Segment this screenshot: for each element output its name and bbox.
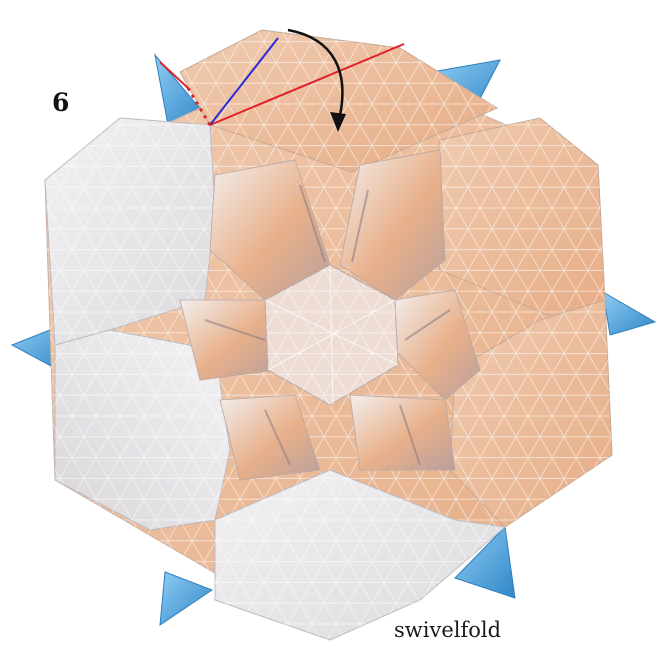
outer-flaps xyxy=(44,29,613,641)
fold-arrow-icon xyxy=(287,28,346,132)
watermark-text: swivelfold xyxy=(394,618,502,642)
blue-line xyxy=(209,37,279,126)
fold-reference-lines xyxy=(159,37,405,126)
red-line-left xyxy=(159,61,189,89)
blue-tips xyxy=(10,53,657,627)
step-number: 6 xyxy=(52,88,70,117)
red-line-right xyxy=(209,43,405,126)
inner-pockets xyxy=(179,149,481,481)
